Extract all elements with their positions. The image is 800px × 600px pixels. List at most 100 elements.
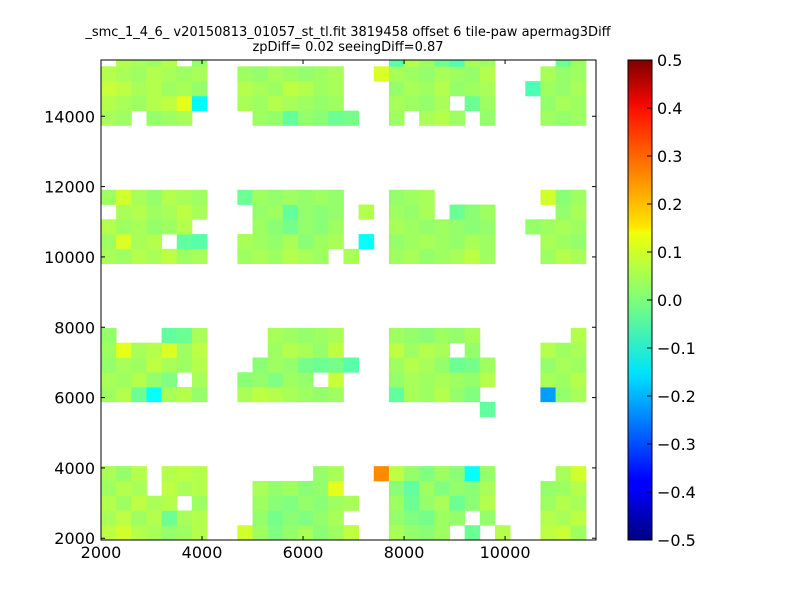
y-tick-label: 14000 (44, 107, 95, 126)
heatmap-cell (282, 525, 299, 541)
heatmap-cell (313, 327, 329, 344)
heatmap-cell (131, 495, 147, 511)
heatmap-cell (146, 219, 163, 235)
heatmap-cell (419, 234, 435, 250)
heatmap-cell (434, 234, 450, 250)
heatmap-cell (358, 234, 375, 250)
heatmap-cell (252, 219, 269, 235)
heatmap-cell (404, 60, 420, 67)
heatmap-cell (540, 342, 556, 358)
heatmap-cell (101, 510, 117, 526)
heatmap-cell (464, 357, 481, 373)
heatmap-cell (161, 248, 178, 265)
colorbar-tick-label: 0.0 (657, 291, 682, 310)
heatmap-cell (116, 342, 132, 358)
heatmap-cell (282, 248, 299, 265)
heatmap-cell (570, 357, 587, 373)
heatmap-cell (297, 327, 314, 344)
heatmap-cell (328, 510, 344, 526)
y-tick-label: 12000 (44, 178, 95, 197)
heatmap-cell (116, 510, 132, 526)
heatmap-cell (267, 327, 284, 344)
heatmap-cell (449, 466, 466, 482)
heatmap-cell (328, 81, 344, 97)
heatmap-cell (191, 66, 208, 82)
colorbar-tick-label: −0.5 (657, 531, 696, 550)
heatmap-cell (419, 357, 435, 373)
heatmap-cell (146, 372, 163, 388)
heatmap-cell (101, 110, 117, 126)
heatmap-cell (434, 357, 450, 373)
heatmap-cell (101, 327, 117, 344)
heatmap-cell (328, 372, 344, 388)
heatmap-cell (555, 372, 572, 388)
heatmap-cell (161, 60, 178, 67)
heatmap-cell (282, 342, 299, 358)
heatmap-cell (237, 189, 253, 205)
heatmap-cell (479, 219, 496, 235)
heatmap-cell (449, 357, 466, 373)
heatmap-cell (237, 66, 253, 82)
heatmap-cell (419, 60, 435, 67)
heatmap-cell (313, 525, 329, 541)
heatmap-cell (176, 110, 193, 126)
heatmap-cell (388, 495, 405, 511)
heatmap-cell (191, 189, 208, 205)
heatmap-cell (161, 95, 178, 112)
heatmap-cell (479, 66, 496, 82)
heatmap-cell (570, 234, 587, 250)
heatmap-cell (464, 342, 481, 358)
heatmap-cell (191, 81, 208, 97)
heatmap-cell (570, 387, 587, 403)
heatmap-cell (343, 248, 359, 265)
heatmap-cell (464, 327, 481, 344)
heatmap-cell (388, 189, 405, 205)
heatmap-cell (540, 95, 556, 112)
heatmap-cell (434, 480, 450, 497)
heatmap-cell (555, 110, 572, 126)
heatmap-cell (419, 387, 435, 403)
colorbar-tick-label: 0.3 (657, 147, 682, 166)
heatmap-cell (116, 387, 132, 403)
y-tick-label: 6000 (54, 389, 95, 408)
heatmap-cell (146, 95, 163, 112)
heatmap-cell (267, 66, 284, 82)
heatmap-cell (313, 95, 329, 112)
heatmap-cell (191, 525, 208, 541)
heatmap-cell (419, 327, 435, 344)
heatmap-cell (570, 189, 587, 205)
heatmap-cell (540, 387, 556, 403)
heatmap-cell (555, 60, 572, 67)
heatmap-cell (237, 248, 253, 265)
heatmap-cell (358, 204, 375, 220)
heatmap-cell (449, 110, 466, 126)
heatmap-cell (404, 95, 420, 112)
heatmap-cell (343, 495, 359, 511)
heatmap-cell (555, 357, 572, 373)
heatmap-cell (101, 81, 117, 97)
heatmap-cell (388, 234, 405, 250)
heatmap-cell (131, 248, 147, 265)
heatmap-cell (464, 372, 481, 388)
heatmap-cell (404, 510, 420, 526)
heatmap-cell (297, 357, 314, 373)
heatmap-cell (419, 342, 435, 358)
heatmap-cell (267, 342, 284, 358)
heatmap-cell (570, 495, 587, 511)
heatmap-cell (131, 189, 147, 205)
heatmap-cell (176, 189, 193, 205)
heatmap-cell (464, 60, 481, 67)
heatmap-cell (131, 95, 147, 112)
heatmap-cell (464, 480, 481, 497)
heatmap-cell (191, 480, 208, 497)
heatmap-cell (328, 234, 344, 250)
heatmap-cell (116, 372, 132, 388)
heatmap-cell (479, 466, 496, 482)
heatmap-cell (479, 510, 496, 526)
heatmap-cell (131, 342, 147, 358)
heatmap-cell (267, 510, 284, 526)
heatmap-cell (282, 387, 299, 403)
heatmap-cell (328, 466, 344, 482)
heatmap-cell (237, 81, 253, 97)
heatmap-cell (176, 327, 193, 344)
